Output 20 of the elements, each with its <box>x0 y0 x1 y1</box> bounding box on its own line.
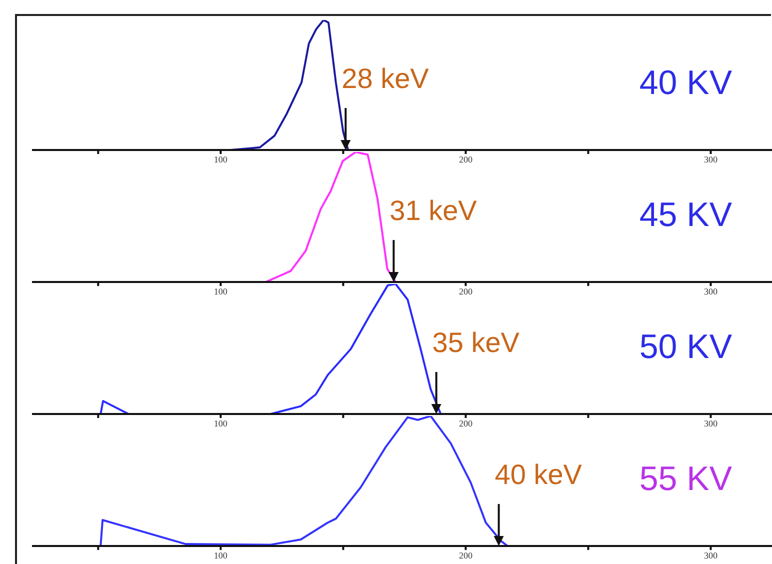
x-tick-label: 100 <box>214 154 228 164</box>
x-tick-label: 300 <box>704 418 718 428</box>
annotation: 40 keV <box>494 459 582 490</box>
x-tick-label: 200 <box>458 286 473 296</box>
annotation: 50 KV <box>639 328 732 368</box>
x-tick-label: 100 <box>214 550 228 560</box>
annotation: 55 KV <box>639 460 732 500</box>
x-tick-label: 300 <box>704 550 718 560</box>
x-tick-label: 300 <box>704 286 718 296</box>
x-tick-label: 100 <box>214 286 228 296</box>
x-tick-label: 200 <box>458 418 473 428</box>
x-tick-label: 300 <box>704 154 718 164</box>
annotation: 35 keV <box>432 327 520 358</box>
x-tick-label: 200 <box>458 154 473 164</box>
x-tick-label: 200 <box>458 550 473 560</box>
annotation: 31 keV <box>390 195 478 226</box>
annotation: 45 KV <box>639 196 732 236</box>
annotation: 40 KV <box>639 64 732 104</box>
x-tick-label: 100 <box>214 418 228 428</box>
annotation: 28 keV <box>342 63 430 94</box>
